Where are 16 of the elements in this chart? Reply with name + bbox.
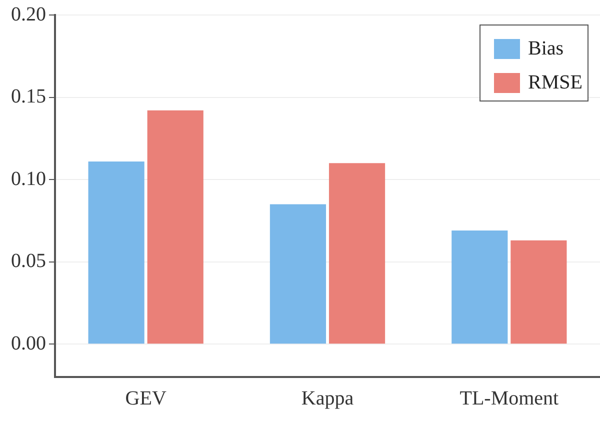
x-tick-label: GEV [125, 387, 167, 410]
y-tick-label: 0.15 [11, 86, 46, 108]
bar [328, 163, 386, 344]
x-tick-label: TL-Moment [460, 387, 560, 410]
bar [147, 110, 204, 344]
bar [270, 204, 326, 344]
bar [452, 230, 508, 344]
y-tick-label: 0.10 [11, 168, 46, 190]
y-tick-label: 0.05 [11, 250, 46, 272]
bar [88, 161, 144, 344]
x-tick-label: Kappa [301, 387, 354, 410]
y-tick-label: 0.20 [11, 3, 46, 26]
legend-label: Bias [528, 37, 564, 60]
bar [510, 240, 567, 344]
y-tick-label: 0.00 [11, 332, 46, 354]
legend-label: RMSE [528, 71, 582, 94]
